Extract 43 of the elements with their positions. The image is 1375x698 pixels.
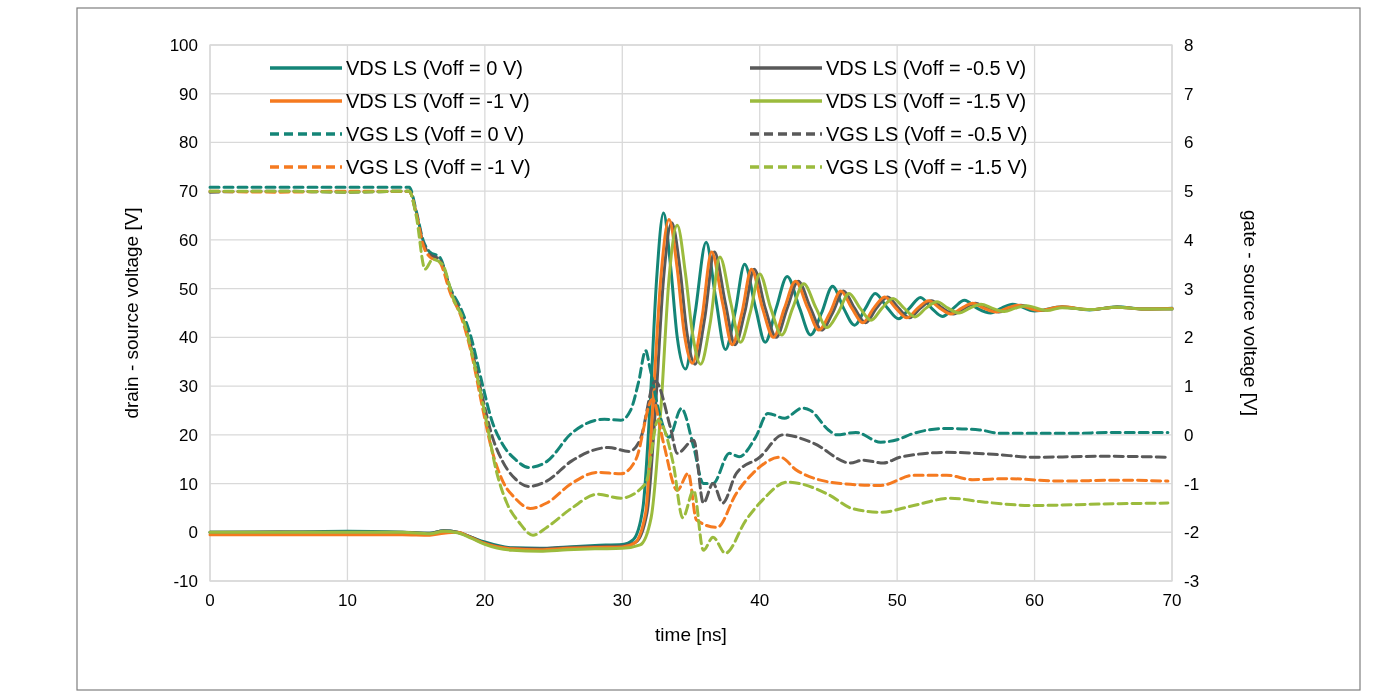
x-tick-label: 0 <box>205 591 215 610</box>
legend-label: VGS LS (Voff = -1.5 V) <box>826 156 1028 178</box>
y-tick-label: 40 <box>179 328 198 348</box>
y2-tick-label: 1 <box>1184 377 1194 397</box>
y-tick-label: 50 <box>179 279 198 299</box>
legend-label: VDS LS (Voff = -0.5 V) <box>826 57 1027 79</box>
y-tick-label: 10 <box>179 474 198 494</box>
y2-tick-label: 8 <box>1184 36 1194 55</box>
x-tick-label: 70 <box>1162 591 1182 610</box>
y2-tick-label: 0 <box>1184 425 1194 445</box>
legend-label: VGS LS (Voff = -1 V) <box>346 156 531 178</box>
legend-label: VGS LS (Voff = -0.5 V) <box>826 123 1028 145</box>
y2-tick-label: -1 <box>1184 474 1200 494</box>
y-tick-label: 60 <box>179 230 198 250</box>
y2-tick-label: -2 <box>1184 523 1200 543</box>
y2-tick-label: -3 <box>1184 572 1200 591</box>
y2-tick-label: 7 <box>1184 84 1194 104</box>
y2-axis-title: gate - source voltage [V] <box>1240 210 1261 416</box>
y-tick-label: 80 <box>179 133 198 153</box>
y-axis-title: drain - source voltage [V] <box>121 207 142 419</box>
legend-label: VDS LS (Voff = -1.5 V) <box>826 90 1027 112</box>
x-tick-label: 10 <box>337 591 357 610</box>
x-axis-title: time [ns] <box>655 624 727 645</box>
y2-tick-label: 2 <box>1184 328 1194 348</box>
x-tick-label: 40 <box>750 591 770 610</box>
y-tick-label: 70 <box>179 182 198 202</box>
y2-tick-label: 5 <box>1184 182 1194 202</box>
y2-tick-label: 3 <box>1184 279 1194 299</box>
y-tick-label: 30 <box>179 377 198 397</box>
y-tick-label: 20 <box>179 425 198 445</box>
x-tick-label: 50 <box>887 591 907 610</box>
legend-label: VGS LS (Voff = 0 V) <box>346 123 525 145</box>
y2-tick-label: 4 <box>1184 230 1194 250</box>
x-tick-label: 60 <box>1025 591 1045 610</box>
legend-label: VDS LS (Voff = 0 V) <box>346 57 523 79</box>
x-tick-label: 30 <box>612 591 632 610</box>
x-tick-label: 20 <box>475 591 495 610</box>
y-tick-label: -10 <box>173 572 198 591</box>
legend-label: VDS LS (Voff = -1 V) <box>346 90 530 112</box>
y-tick-label: 0 <box>188 523 198 543</box>
y-tick-label: 90 <box>179 84 198 104</box>
y2-tick-label: 6 <box>1184 133 1194 153</box>
y-tick-label: 100 <box>169 36 198 55</box>
